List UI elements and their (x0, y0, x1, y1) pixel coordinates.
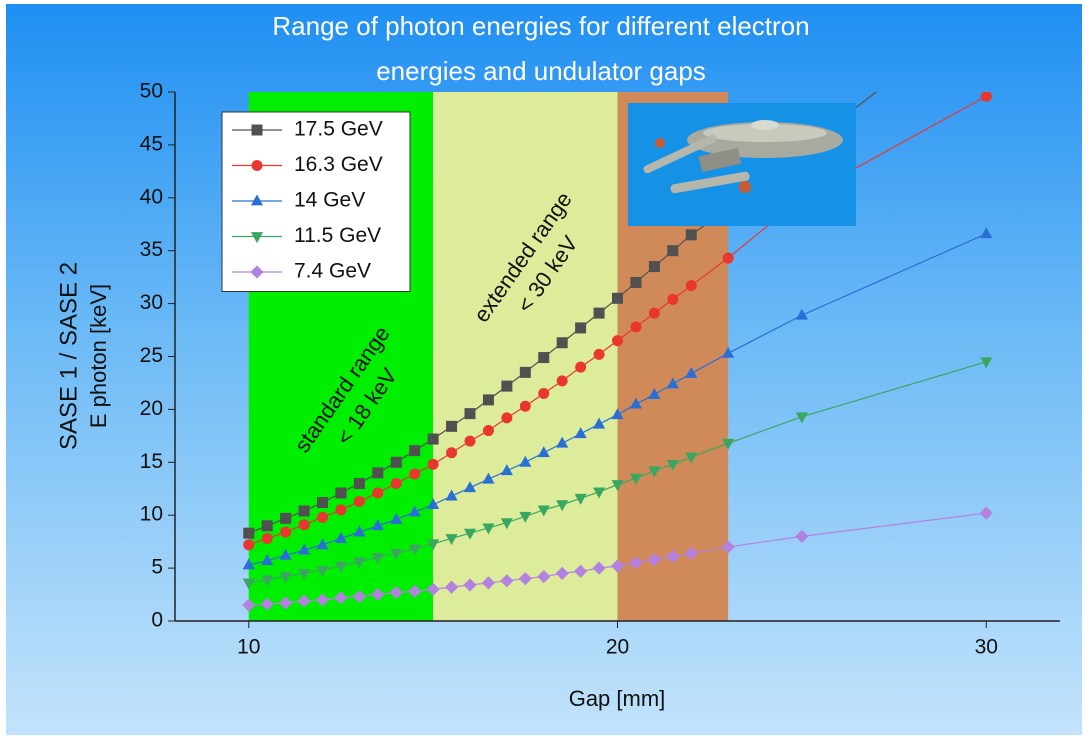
marker (428, 434, 439, 445)
marker (649, 308, 660, 319)
marker (483, 425, 494, 436)
marker (409, 468, 420, 479)
marker (262, 520, 273, 531)
marker (630, 321, 641, 332)
y-tick-label: 5 (151, 556, 163, 579)
marker (483, 394, 494, 405)
marker (520, 367, 531, 378)
marker (501, 381, 512, 392)
marker (667, 245, 678, 256)
marker (335, 504, 346, 515)
legend-label: 7.4 GeV (294, 260, 371, 283)
marker (243, 528, 254, 539)
y-tick-label: 15 (140, 450, 163, 473)
y-tick-label: 30 (140, 291, 163, 314)
y-tick-label: 35 (140, 238, 163, 261)
marker (520, 401, 531, 412)
marker (280, 527, 291, 538)
y-axis-label: E photon [keV] (86, 284, 111, 428)
marker (612, 293, 623, 304)
marker (465, 436, 476, 447)
marker (299, 519, 310, 530)
x-tick-label: 30 (975, 636, 998, 659)
marker (299, 505, 310, 516)
marker (501, 412, 512, 423)
y-axis-label: SASE 1 / SASE 2 (55, 262, 82, 450)
marker (446, 447, 457, 458)
y-tick-label: 40 (140, 185, 163, 208)
x-tick-label: 20 (606, 636, 629, 659)
legend-label: 11.5 GeV (294, 224, 381, 247)
marker (372, 487, 383, 498)
marker (317, 512, 328, 523)
marker (723, 253, 734, 264)
shaded-range (433, 92, 617, 621)
y-tick-label: 50 (140, 80, 163, 103)
marker (594, 349, 605, 360)
marker (317, 497, 328, 508)
enterprise-image (628, 103, 856, 226)
marker (465, 408, 476, 419)
marker (243, 539, 254, 550)
legend-label: 16.3 GeV (294, 153, 383, 176)
marker (575, 362, 586, 373)
marker (409, 445, 420, 456)
legend-label: 17.5 GeV (294, 118, 383, 141)
marker (667, 294, 678, 305)
marker (686, 229, 697, 240)
y-tick-label: 10 (140, 503, 163, 526)
marker (538, 352, 549, 363)
y-tick-label: 20 (140, 397, 163, 420)
marker (391, 457, 402, 468)
marker (391, 478, 402, 489)
chart-title: Range of photon energies for different e… (272, 11, 809, 41)
marker (372, 467, 383, 478)
y-tick-label: 45 (140, 132, 163, 155)
legend-label: 14 GeV (294, 189, 365, 212)
marker (557, 337, 568, 348)
x-tick-label: 10 (237, 636, 260, 659)
marker (557, 375, 568, 386)
marker (262, 533, 273, 544)
legend-marker (252, 125, 263, 136)
marker (686, 280, 697, 291)
marker (428, 459, 439, 470)
marker (575, 322, 586, 333)
marker (280, 513, 291, 524)
marker (612, 335, 623, 346)
marker (335, 487, 346, 498)
x-axis-label: Gap [mm] (569, 686, 666, 711)
marker (630, 277, 641, 288)
chart: 0 5 10 15 20 25 30 35 40 45 50 10 20 30 17.5 GeV 16.3 … (0, 0, 1089, 740)
page: 0 5 10 15 20 25 30 35 40 45 50 10 20 30 17.5 GeV 16.3 … (0, 0, 1089, 740)
marker (981, 91, 992, 102)
y-tick-label: 25 (140, 344, 163, 367)
legend-marker (252, 160, 263, 171)
y-tick-label: 0 (151, 609, 163, 632)
marker (649, 261, 660, 272)
marker (354, 478, 365, 489)
marker (354, 496, 365, 507)
chart-title: energies and undulator gaps (376, 56, 706, 86)
marker (538, 388, 549, 399)
marker (446, 421, 457, 432)
marker (594, 308, 605, 319)
